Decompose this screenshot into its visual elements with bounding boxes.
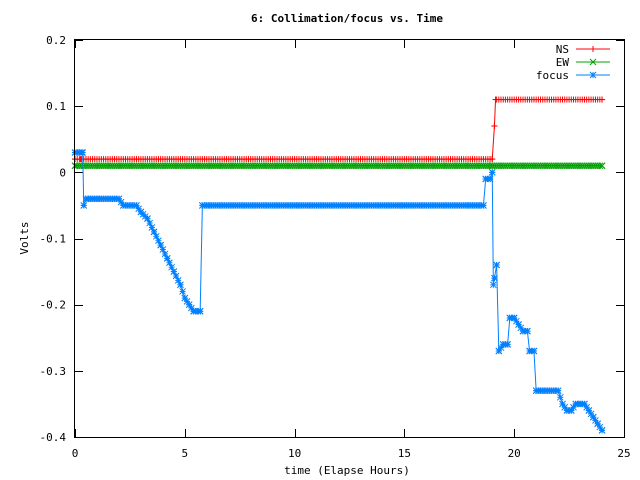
legend-marker	[589, 71, 597, 79]
data-point	[515, 321, 522, 328]
data-point	[466, 202, 474, 209]
data-point	[589, 413, 597, 421]
series-ew	[71, 162, 606, 170]
data-point	[181, 294, 189, 302]
data-point	[530, 347, 538, 355]
plot-frame	[74, 39, 625, 438]
data-point	[596, 162, 604, 170]
y-tick-label: 0	[59, 166, 66, 179]
data-point	[495, 347, 503, 355]
data-point	[137, 208, 145, 216]
data-point	[170, 268, 178, 275]
data-point	[556, 393, 564, 401]
y-tick-label: 0.1	[46, 100, 66, 113]
y-tick-label: -0.1	[40, 233, 67, 246]
data-point	[150, 228, 158, 236]
data-point	[185, 301, 193, 309]
data-point	[80, 202, 88, 209]
data-point	[157, 241, 164, 249]
data-point	[493, 261, 500, 269]
data-point	[119, 202, 127, 209]
x-axis-label: time (Elapse Hours)	[284, 464, 410, 477]
data-point	[510, 314, 518, 322]
y-tick-label: 0.2	[46, 34, 66, 47]
data-point	[524, 327, 531, 335]
data-point	[488, 168, 496, 176]
data-point	[489, 156, 496, 163]
x-tick-label: 15	[398, 447, 411, 460]
data-point	[491, 123, 498, 130]
data-point	[554, 387, 562, 395]
legend-label: EW	[556, 56, 570, 69]
data-point	[144, 215, 151, 223]
x-tick-label: 0	[72, 447, 79, 460]
x-tick-label: 25	[617, 447, 630, 460]
data-point	[93, 195, 101, 203]
data-point	[196, 307, 204, 315]
data-point	[594, 420, 602, 428]
data-point	[585, 407, 593, 414]
data-point	[598, 162, 606, 170]
data-point	[488, 162, 496, 170]
legend-marker	[589, 58, 597, 66]
data-point	[79, 149, 87, 156]
data-point	[537, 387, 544, 395]
x-tick-label: 20	[508, 447, 521, 460]
data-point	[567, 407, 575, 414]
legend-label: focus	[536, 69, 569, 82]
data-point	[504, 341, 511, 348]
legend-item-focus: focus	[536, 69, 610, 82]
data-point	[291, 202, 298, 209]
series-ns	[72, 96, 606, 163]
series-layer	[71, 96, 606, 434]
data-point	[115, 195, 123, 203]
data-point	[491, 274, 498, 282]
data-point	[163, 254, 171, 262]
data-point	[559, 400, 566, 408]
legend-marker	[590, 46, 596, 52]
x-tick-label: 10	[288, 447, 301, 460]
data-point	[177, 281, 184, 289]
x-tick-label: 5	[181, 447, 188, 460]
y-tick-label: -0.4	[40, 431, 67, 444]
legend-item-ns: NS	[556, 43, 610, 56]
y-axis-label: Volts	[18, 221, 31, 254]
y-tick-label: -0.3	[40, 365, 67, 378]
data-point	[84, 195, 92, 203]
data-point	[401, 202, 408, 209]
data-point	[203, 202, 211, 209]
data-point	[179, 288, 186, 295]
data-point	[599, 96, 606, 103]
data-point	[598, 427, 606, 434]
legend-label: NS	[556, 43, 569, 56]
chart-title: 6: Collimation/focus vs. Time	[251, 12, 443, 25]
data-point	[133, 202, 140, 209]
data-point	[486, 175, 494, 183]
data-point	[492, 96, 499, 103]
data-point	[190, 307, 197, 315]
y-tick-label: -0.2	[40, 299, 67, 312]
axes-layer: 0 5 10 15 20 25 0.2 0.1 0 -0.1 -0.2 -0.3 -0.4	[40, 34, 631, 460]
data-point	[489, 281, 497, 289]
legend-item-ew: EW	[556, 56, 610, 69]
series-focus	[71, 149, 606, 434]
data-point	[480, 202, 487, 209]
data-point	[581, 400, 588, 408]
